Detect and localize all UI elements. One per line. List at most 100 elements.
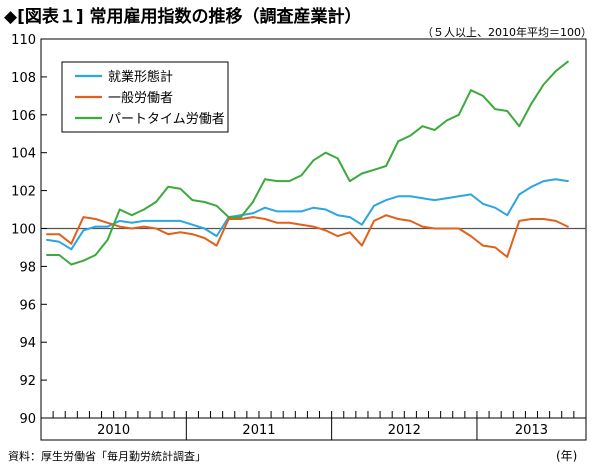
series-3-point [288,180,291,183]
series-1-point [46,239,48,241]
series-1-point [554,178,557,181]
series-1-point [530,185,533,188]
series-2-point [445,227,448,230]
legend-label-1: 就業形態計 [108,69,173,85]
series-1-point [361,223,363,226]
series-3-point [264,178,266,181]
year-band-box [40,417,587,441]
series-2-point [106,221,109,224]
series-2-point [348,231,351,234]
series-2-point [361,244,363,247]
y-tick-label: 100 [11,223,36,238]
series-3-point [276,180,278,183]
series-1-point [203,227,206,230]
series-3-point [203,201,206,203]
series-2-point [130,227,133,230]
series-1-point [566,180,569,183]
series-3-point [118,208,121,211]
series-1-point [94,225,97,228]
series-2-point [215,244,218,247]
series-1-point [312,206,315,209]
series-line-2 [46,214,569,258]
series-2-point [239,218,242,220]
series-2-point [167,233,170,236]
series-1-point [409,195,412,198]
series-2-point [518,220,521,222]
series-3-point [506,110,509,112]
series-2-point [143,225,145,228]
series-3-point [482,95,484,97]
series-3-point [518,125,521,128]
series-1-point [288,210,291,213]
series-2-point [397,218,400,220]
series-1-point [385,199,387,202]
series-1-point [130,221,133,224]
series-2-point [227,218,230,220]
series-1-point [70,248,73,251]
series-1-point [179,220,182,222]
y-tick-label: 108 [11,71,36,86]
series-2-point [312,225,315,228]
series-1-point [264,206,266,209]
series-3-point [82,259,85,262]
series-1-point [348,216,351,219]
series-1-point [433,199,436,202]
series-1-point [276,210,278,213]
legend: 就業形態計 一般労働者 パートタイム労働者 [61,61,229,133]
series-1-point [494,206,496,209]
series-3-point [470,89,472,92]
series-1-point [215,235,218,238]
series-1-point [155,220,157,222]
year-label: 2013 [515,423,548,438]
series-3-point [324,151,327,154]
series-2-point [566,225,569,228]
series-3-point [155,201,157,203]
series-2-point [470,235,472,238]
series-2-point [82,216,85,219]
series-2-point [457,227,460,230]
series-1-point [106,225,109,228]
year-band: 2010 2011 2012 2013 [40,411,587,441]
y-tick-label: 106 [11,109,36,124]
series-2-point [203,237,206,239]
unit-note: （５人以上、2010年平均＝100） [422,26,592,39]
series-3-point [167,185,170,188]
series-group [46,60,569,266]
series-3-point [542,83,545,86]
series-2-point [373,220,375,222]
series-2-point [300,223,303,226]
series-line-1 [46,178,569,251]
series-1-point [373,204,375,207]
source-note: 資料：厚生労働省「毎月勤労統計調査」 [8,450,206,463]
series-3-point [143,208,145,211]
legend-label-2: 一般労働者 [108,90,173,106]
series-3-point [215,204,218,207]
series-3-point [252,201,254,203]
y-tick-label: 92 [19,374,36,389]
series-3-point [421,125,424,128]
y-tick-label: 104 [11,147,36,162]
series-3-point [530,102,533,105]
series-2-point [324,229,327,232]
series-2-point [155,227,157,230]
series-2-point [252,216,254,219]
series-1-point [252,212,254,215]
series-1-point [445,197,448,200]
series-1-point [397,195,400,198]
y-tick-label: 96 [19,298,36,313]
series-1-point [191,223,194,226]
series-2-point [46,233,48,236]
series-2-point [191,233,194,236]
series-1-point [118,220,121,222]
series-3-point [457,113,460,116]
series-2-point [409,220,412,222]
series-1-point [470,193,472,196]
series-2-point [70,242,73,245]
y-tick-label: 98 [19,260,36,275]
series-2-point [94,218,97,220]
series-3-point [494,108,496,110]
series-1-point [506,214,509,217]
series-2-point [421,225,424,228]
y-tick-label: 94 [19,336,36,351]
